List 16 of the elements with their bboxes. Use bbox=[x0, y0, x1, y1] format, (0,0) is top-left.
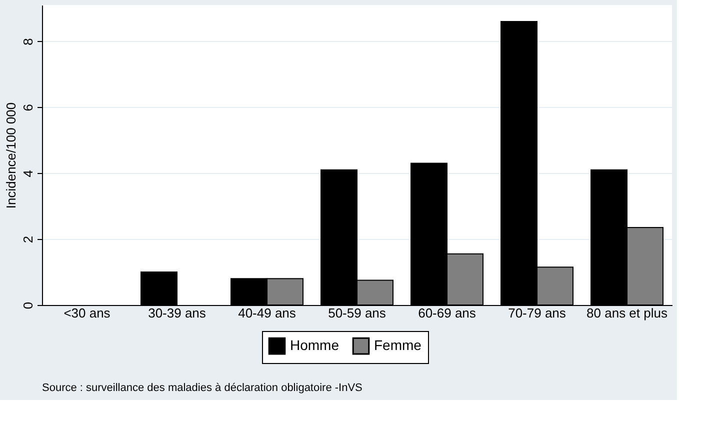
x-tick-label: 60-69 ans bbox=[418, 306, 476, 320]
y-tick-label: 0 bbox=[20, 302, 36, 310]
source-note: Source : surveillance des maladies à déclaration obligatoire -InVS bbox=[42, 382, 362, 394]
y-tick-label: 4 bbox=[20, 170, 36, 178]
x-tick-label: 30-39 ans bbox=[148, 306, 206, 320]
x-tick-label: 50-59 ans bbox=[328, 306, 386, 320]
legend-label: Femme bbox=[374, 337, 422, 354]
legend-label: Homme bbox=[290, 337, 340, 354]
y-tick-label: 2 bbox=[20, 236, 36, 244]
x-tick-label: 40-49 ans bbox=[238, 306, 296, 320]
y-axis-title: Incidence/100 000 bbox=[4, 102, 18, 209]
y-tick-label: 8 bbox=[20, 38, 36, 46]
x-tick-label: 80 ans et plus bbox=[586, 306, 668, 320]
x-tick-label: 70-79 ans bbox=[508, 306, 566, 320]
y-tick-label: 6 bbox=[20, 104, 36, 112]
x-tick-label: <30 ans bbox=[64, 306, 111, 320]
